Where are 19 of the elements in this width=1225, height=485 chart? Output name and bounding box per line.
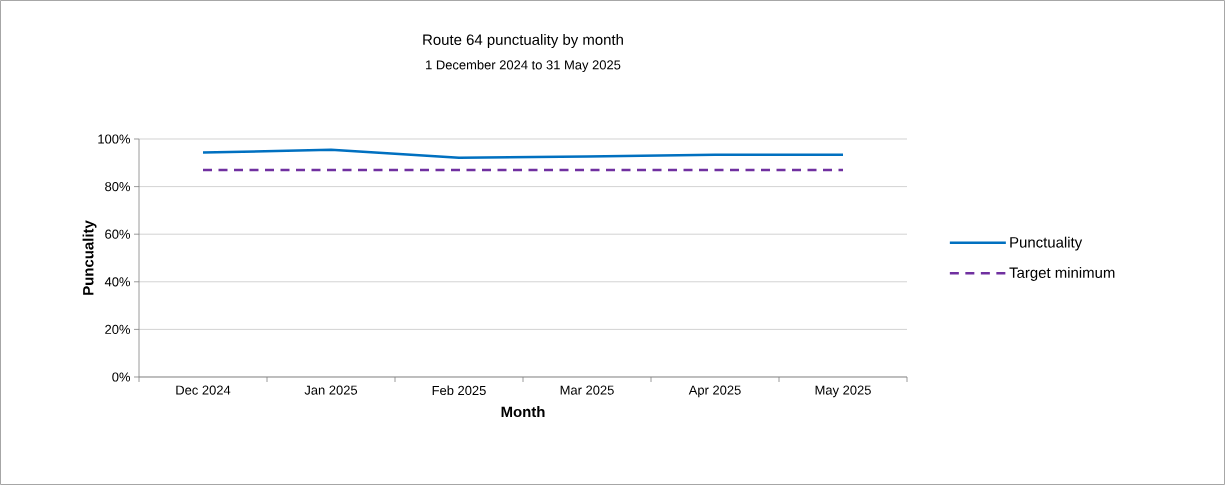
y-tick-label: 80% [105,182,131,192]
x-tick-label: Jan 2025 [304,385,358,395]
y-axis-title: Puncuality [82,220,97,295]
x-tick-label: May 2025 [815,385,871,398]
legend-label: Punctuality [1010,236,1083,251]
y-tick-label: 0% [112,372,131,382]
x-axis-title: Month [501,406,545,418]
x-tick-label: Apr 2025 [688,385,741,398]
y-tick-label: 60% [105,229,131,239]
x-tick-label: Mar 2025 [560,385,614,395]
y-tick-label: 20% [105,324,131,334]
line-series [201,148,845,160]
y-tick-label: 40% [104,277,131,287]
x-tick-label: Dec 2024 [176,385,231,395]
chart-title: Route 64 punctuality by month [423,34,623,48]
x-tick-label: Feb 2025 [432,385,486,396]
legend-label: Target minimum [1009,266,1115,281]
y-tick-label: 100% [98,134,131,144]
chart-subtitle: 1 December 2024 to 31 May 2025 [426,59,621,73]
